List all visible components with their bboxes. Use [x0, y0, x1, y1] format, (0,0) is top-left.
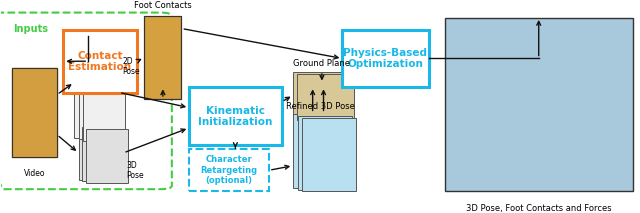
Bar	[189, 87, 282, 145]
Bar	[445, 18, 633, 191]
Text: Video: Video	[24, 169, 45, 178]
Bar	[293, 72, 351, 118]
Text: Character
Retargeting
(optional): Character Retargeting (optional)	[200, 155, 257, 185]
Text: Inputs: Inputs	[13, 24, 49, 34]
Bar	[86, 129, 128, 183]
Bar	[293, 114, 348, 188]
Bar	[189, 149, 269, 191]
Bar	[12, 68, 57, 157]
Text: Contact
Estimation: Contact Estimation	[68, 50, 132, 72]
Bar	[83, 41, 125, 141]
Text: 3D
Pose: 3D Pose	[127, 161, 144, 180]
Text: Refined 3D Pose: Refined 3D Pose	[286, 102, 355, 111]
Bar	[79, 126, 120, 180]
Bar	[12, 68, 57, 157]
Bar	[79, 39, 120, 140]
Text: Kinematic
Initialization: Kinematic Initialization	[198, 105, 273, 127]
Text: Foot Contacts: Foot Contacts	[134, 1, 192, 10]
Bar	[145, 16, 181, 99]
Bar	[297, 73, 355, 120]
Bar	[302, 118, 356, 191]
Bar	[83, 128, 124, 181]
Text: 2D
Pose: 2D Pose	[122, 56, 140, 76]
Text: Physics-Based
Optimization: Physics-Based Optimization	[344, 48, 428, 69]
Text: 3D Pose, Foot Contacts and Forces: 3D Pose, Foot Contacts and Forces	[466, 204, 612, 213]
Bar	[145, 16, 181, 99]
Bar	[63, 30, 137, 93]
Text: Ground Plane: Ground Plane	[293, 59, 351, 68]
Bar	[298, 116, 352, 190]
Bar	[74, 37, 116, 138]
Bar	[342, 30, 429, 87]
